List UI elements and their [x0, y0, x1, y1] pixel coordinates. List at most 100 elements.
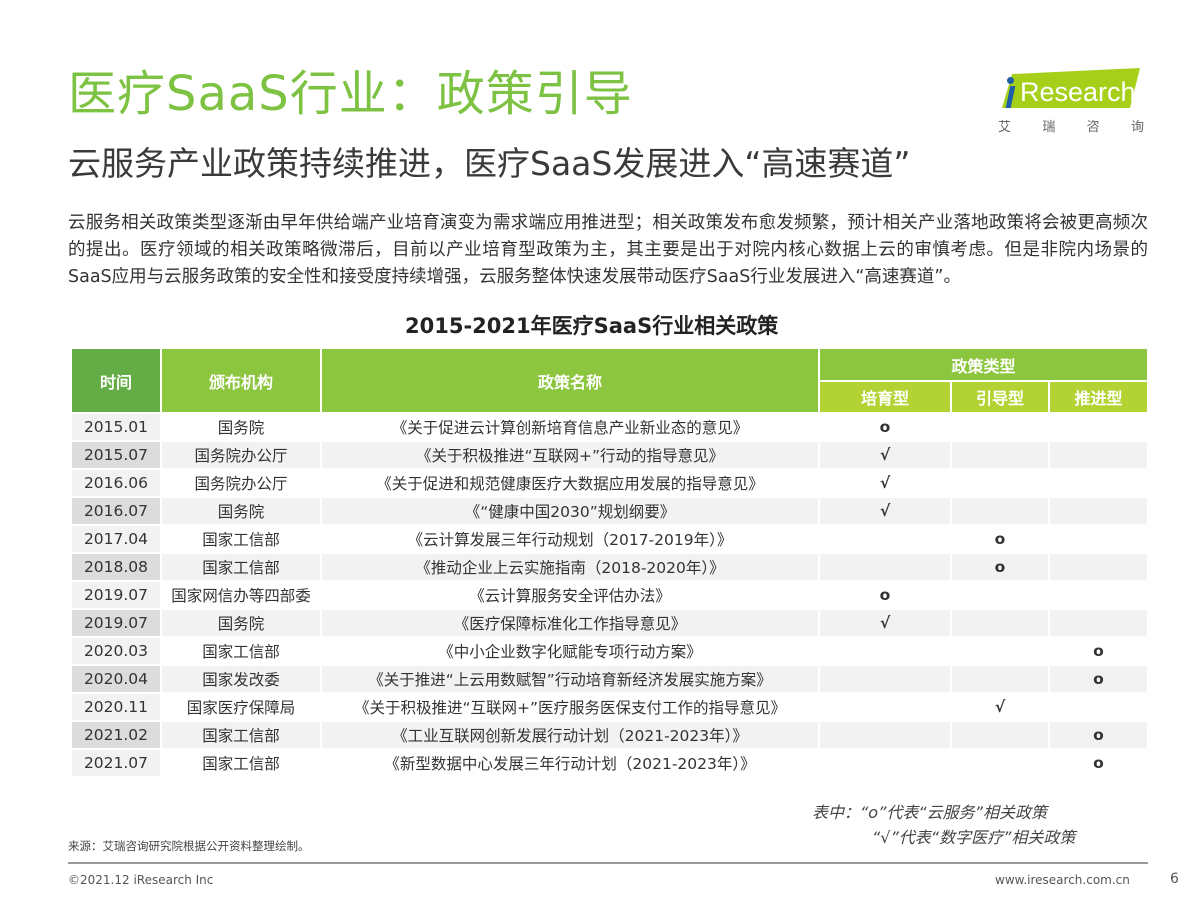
header-policy-type: 政策类型	[817, 347, 1150, 382]
cell-promote	[1047, 692, 1150, 722]
cell-guide	[950, 664, 1050, 694]
cell-promote: o	[1047, 748, 1150, 778]
cell-cultivate	[818, 664, 952, 694]
cell-promote: o	[1047, 664, 1150, 694]
cell-org: 国务院办公厅	[160, 440, 322, 470]
logo-char: 瑞	[1042, 120, 1056, 135]
cell-promote: o	[1047, 720, 1150, 750]
table-legend: 表中：“o”代表“云服务”相关政策 “√”代表“数字医疗”相关政策	[812, 800, 1075, 850]
header-policy-name: 政策名称	[320, 347, 820, 414]
cell-cultivate: √	[818, 468, 952, 498]
table-row: 2020.11 国家医疗保障局 《关于积极推进“互联网+”医疗服务医保支付工作的…	[70, 692, 1150, 722]
cell-time: 2019.07	[70, 580, 162, 610]
table-row: 2016.06 国务院办公厅 《关于促进和规范健康医疗大数据应用发展的指导意见》…	[70, 468, 1150, 498]
page-number: 6	[1170, 871, 1179, 887]
cell-org: 国家工信部	[160, 720, 322, 750]
iresearch-logo: Research 艾 瑞 咨 询	[990, 62, 1150, 142]
cell-org: 国家工信部	[160, 552, 322, 582]
cell-promote	[1047, 412, 1150, 442]
cell-promote: o	[1047, 636, 1150, 666]
logo-char: 艾	[998, 120, 1012, 135]
table-row: 2021.02 国家工信部 《工业互联网创新发展行动计划（2021-2023年）…	[70, 720, 1150, 750]
cell-cultivate	[818, 524, 952, 554]
cell-promote	[1047, 440, 1150, 470]
cell-policy-name: 《新型数据中心发展三年行动计划（2021-2023年）》	[320, 748, 820, 778]
table-row: 2020.03 国家工信部 《中小企业数字化赋能专项行动方案》 o	[70, 636, 1150, 666]
cell-policy-name: 《推动企业上云实施指南（2018-2020年）》	[320, 552, 820, 582]
cell-guide	[950, 720, 1050, 750]
cell-org: 国家医疗保障局	[160, 692, 322, 722]
cell-policy-name: 《云计算发展三年行动规划（2017-2019年）》	[320, 524, 820, 554]
cell-promote	[1047, 552, 1150, 582]
page-subtitle: 云服务产业政策持续推进，医疗SaaS发展进入“高速赛道”	[68, 144, 911, 183]
cell-time: 2019.07	[70, 608, 162, 638]
cell-org: 国务院	[160, 496, 322, 526]
table-title: 2015-2021年医疗SaaS行业相关政策	[405, 314, 779, 338]
footer-divider	[68, 862, 1148, 864]
cell-cultivate	[818, 552, 952, 582]
cell-time: 2017.04	[70, 524, 162, 554]
cell-cultivate: √	[818, 608, 952, 638]
header-type-cultivate: 培育型	[818, 380, 952, 414]
website-link[interactable]: www.iresearch.com.cn	[995, 873, 1130, 887]
cell-promote	[1047, 580, 1150, 610]
cell-cultivate	[818, 636, 952, 666]
cell-promote	[1047, 524, 1150, 554]
cell-guide	[950, 468, 1050, 498]
cell-promote	[1047, 496, 1150, 526]
table-row: 2019.07 国务院 《医疗保障标准化工作指导意见》 √	[70, 608, 1150, 638]
cell-promote	[1047, 468, 1150, 498]
cell-cultivate: o	[818, 580, 952, 610]
cell-policy-name: 《中小企业数字化赋能专项行动方案》	[320, 636, 820, 666]
legend-cloud-service: 表中：“o”代表“云服务”相关政策	[812, 803, 1047, 822]
cell-cultivate: √	[818, 440, 952, 470]
logo-char: 咨	[1086, 120, 1100, 135]
cell-cultivate: o	[818, 412, 952, 442]
source-note: 来源：艾瑞咨询研究院根据公开资料整理绘制。	[68, 839, 310, 853]
cell-cultivate	[818, 748, 952, 778]
cell-org: 国家网信办等四部委	[160, 580, 322, 610]
cell-time: 2016.07	[70, 496, 162, 526]
cell-policy-name: 《云计算服务安全评估办法》	[320, 580, 820, 610]
cell-policy-name: 《“健康中国2030”规划纲要》	[320, 496, 820, 526]
cell-org: 国务院	[160, 412, 322, 442]
cell-guide	[950, 440, 1050, 470]
cell-cultivate: √	[818, 496, 952, 526]
legend-digital-health: “√”代表“数字医疗”相关政策	[872, 828, 1076, 847]
logo-parallelogram-icon	[1002, 68, 1140, 108]
cell-guide	[950, 636, 1050, 666]
cell-cultivate	[818, 720, 952, 750]
cell-policy-name: 《关于促进和规范健康医疗大数据应用发展的指导意见》	[320, 468, 820, 498]
logo-chinese-name: 艾 瑞 咨 询	[998, 116, 1144, 135]
cell-policy-name: 《关于积极推进“互联网+”医疗服务医保支付工作的指导意见》	[320, 692, 820, 722]
page-title: 医疗SaaS行业：政策引导	[68, 66, 633, 122]
cell-guide: √	[950, 692, 1050, 722]
cell-time: 2021.07	[70, 748, 162, 778]
header-type-promote: 推进型	[1047, 380, 1150, 414]
header-type-guide: 引导型	[950, 380, 1050, 414]
cell-org: 国家发改委	[160, 664, 322, 694]
cell-policy-name: 《关于积极推进“互联网+”行动的指导意见》	[320, 440, 820, 470]
table-row: 2018.08 国家工信部 《推动企业上云实施指南（2018-2020年）》 o	[70, 552, 1150, 582]
cell-policy-name: 《医疗保障标准化工作指导意见》	[320, 608, 820, 638]
policy-table: 时间 颁布机构 政策名称 政策类型 培育型 引导型 推进型 2015.01 国务…	[70, 347, 1150, 778]
table-row: 2017.04 国家工信部 《云计算发展三年行动规划（2017-2019年）》 …	[70, 524, 1150, 554]
copyright: ©2021.12 iResearch Inc	[68, 873, 214, 887]
cell-time: 2020.04	[70, 664, 162, 694]
cell-time: 2020.03	[70, 636, 162, 666]
cell-time: 2015.07	[70, 440, 162, 470]
cell-guide	[950, 748, 1050, 778]
cell-cultivate	[818, 692, 952, 722]
table-row: 2020.04 国家发改委 《关于推进“上云用数赋智”行动培育新经济发展实施方案…	[70, 664, 1150, 694]
table-row: 2015.01 国务院 《关于促进云计算创新培育信息产业新业态的意见》 o	[70, 412, 1150, 442]
cell-guide	[950, 412, 1050, 442]
cell-promote	[1047, 608, 1150, 638]
cell-guide	[950, 580, 1050, 610]
cell-time: 2018.08	[70, 552, 162, 582]
header-org: 颁布机构	[160, 347, 322, 414]
cell-time: 2015.01	[70, 412, 162, 442]
cell-org: 国家工信部	[160, 524, 322, 554]
cell-org: 国家工信部	[160, 636, 322, 666]
cell-guide	[950, 608, 1050, 638]
cell-policy-name: 《关于促进云计算创新培育信息产业新业态的意见》	[320, 412, 820, 442]
